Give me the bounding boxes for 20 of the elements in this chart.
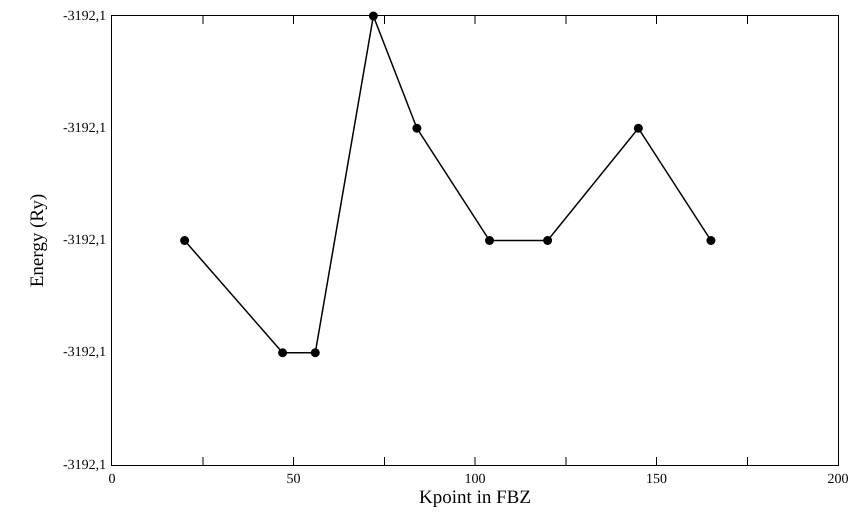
text: -3192,1 <box>63 121 106 136</box>
point <box>634 124 643 133</box>
point <box>278 348 288 358</box>
text: -3192,1 <box>63 233 106 248</box>
x-tick-label: 100 <box>464 472 486 487</box>
text: -3192,1 <box>63 345 106 360</box>
point <box>310 348 320 358</box>
point <box>412 124 422 133</box>
x-tick-label: 150 <box>646 472 667 487</box>
point <box>543 236 552 245</box>
point <box>180 236 190 245</box>
text: -3192,1 <box>63 9 106 24</box>
x-tick-label: 200 <box>828 472 848 487</box>
x-tick-label: 0 <box>108 472 116 487</box>
point <box>485 236 494 245</box>
x-axis-title: Kpoint in FBZ <box>419 486 531 508</box>
text: -3192,1 <box>63 458 106 473</box>
x-tick-label: 50 <box>286 472 300 487</box>
y-axis-title: Energy (Ry) <box>26 194 48 288</box>
point <box>706 236 716 245</box>
